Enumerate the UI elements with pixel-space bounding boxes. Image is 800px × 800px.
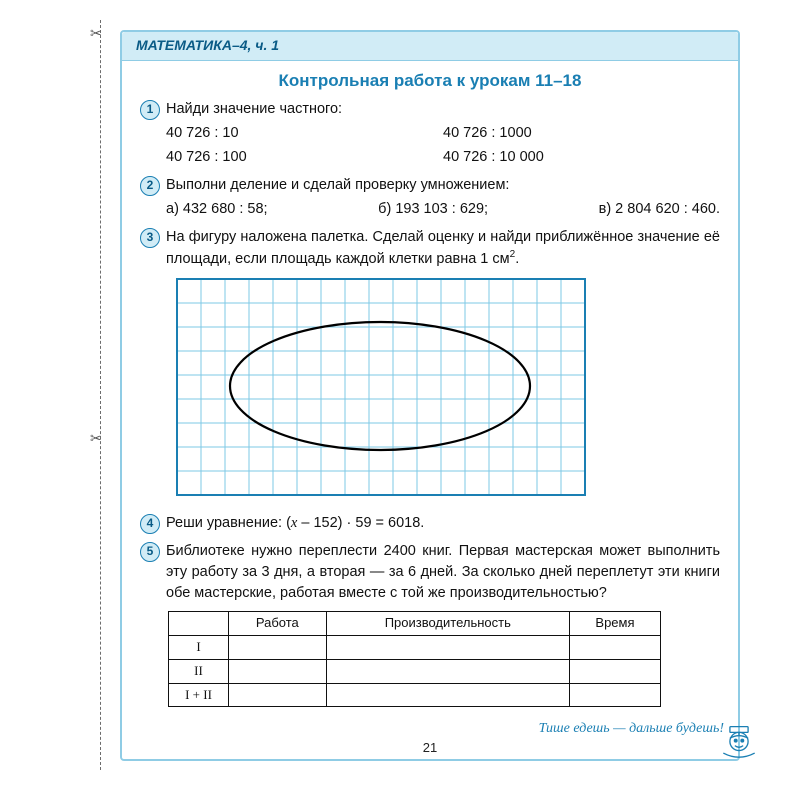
table-cell	[229, 659, 327, 683]
scissor-icon: ✂	[90, 430, 102, 447]
task-number: 3	[140, 228, 160, 248]
row-label: I	[169, 635, 229, 659]
table-row: II	[169, 659, 661, 683]
table-row: I + II	[169, 683, 661, 707]
table-cell	[569, 635, 660, 659]
expression: в) 2 804 620 : 460.	[599, 199, 720, 220]
task-3: 3 На фигуру наложена палетка. Сделай оце…	[140, 227, 720, 503]
scissor-icon: ✂	[90, 25, 102, 42]
table-cell	[569, 659, 660, 683]
task-prompt: Найди значение частного:	[166, 99, 720, 120]
task-text: Реши уравнение: (	[166, 515, 291, 531]
worksheet-page: МАТЕМАТИКА–4, ч. 1 Контрольная работа к …	[120, 30, 740, 761]
footer-quote: Тише едешь — дальше будешь!	[122, 721, 724, 737]
subject-label: МАТЕМАТИКА–4, ч. 1	[136, 37, 279, 53]
table-header: Работа	[229, 612, 327, 636]
table-header: Время	[569, 612, 660, 636]
expr-row: а) 432 680 : 58; б) 193 103 : 629; в) 2 …	[166, 199, 720, 220]
task-number: 4	[140, 514, 160, 534]
table-row: I	[169, 635, 661, 659]
task-text: .	[515, 251, 519, 267]
table-header: Производительность	[326, 612, 569, 636]
table-cell	[326, 683, 569, 707]
worksheet-body: 1 Найди значение частного: 40 726 : 10 4…	[122, 99, 738, 719]
row-label: I + II	[169, 683, 229, 707]
table-cell	[326, 659, 569, 683]
table-cell	[229, 635, 327, 659]
table-cell	[169, 612, 229, 636]
grid-figure	[176, 278, 720, 503]
table-cell	[229, 683, 327, 707]
page-number: 21	[122, 740, 738, 755]
expression: 40 726 : 10	[166, 123, 443, 144]
task-5: 5 Библиотеке нужно переплести 2400 книг.…	[140, 541, 720, 604]
table-cell	[326, 635, 569, 659]
header-bar: МАТЕМАТИКА–4, ч. 1	[122, 32, 738, 61]
expression: б) 193 103 : 629;	[378, 199, 488, 220]
expression: а) 432 680 : 58;	[166, 199, 268, 220]
table-cell	[569, 683, 660, 707]
task-text: – 152) · 59 = 6018.	[297, 515, 424, 531]
task-4: 4 Реши уравнение: (x – 152) · 59 = 6018.	[140, 513, 720, 534]
work-table: Работа Производительность Время I II I +…	[168, 611, 661, 707]
task-2: 2 Выполни деление и сделай проверку умно…	[140, 175, 720, 220]
expression: 40 726 : 1000	[443, 123, 720, 144]
expression: 40 726 : 10 000	[443, 147, 720, 168]
task-1: 1 Найди значение частного: 40 726 : 10 4…	[140, 99, 720, 168]
row-label: II	[169, 659, 229, 683]
cut-line	[100, 20, 101, 770]
task-number: 1	[140, 100, 160, 120]
expr-row: 40 726 : 10 40 726 : 1000	[166, 123, 720, 144]
expr-row: 40 726 : 100 40 726 : 10 000	[166, 147, 720, 168]
table-row: Работа Производительность Время	[169, 612, 661, 636]
expression: 40 726 : 100	[166, 147, 443, 168]
task-text: Библиотеке нужно переплести 2400 книг. П…	[166, 543, 720, 601]
task-number: 5	[140, 542, 160, 562]
page-title: Контрольная работа к урокам 11–18	[122, 71, 738, 91]
task-number: 2	[140, 176, 160, 196]
grid-svg	[176, 278, 586, 496]
mascot-icon	[718, 720, 760, 758]
task-prompt: Выполни деление и сделай проверку умноже…	[166, 175, 720, 196]
task-text: На фигуру наложена палетка. Сделай оценк…	[166, 229, 720, 267]
